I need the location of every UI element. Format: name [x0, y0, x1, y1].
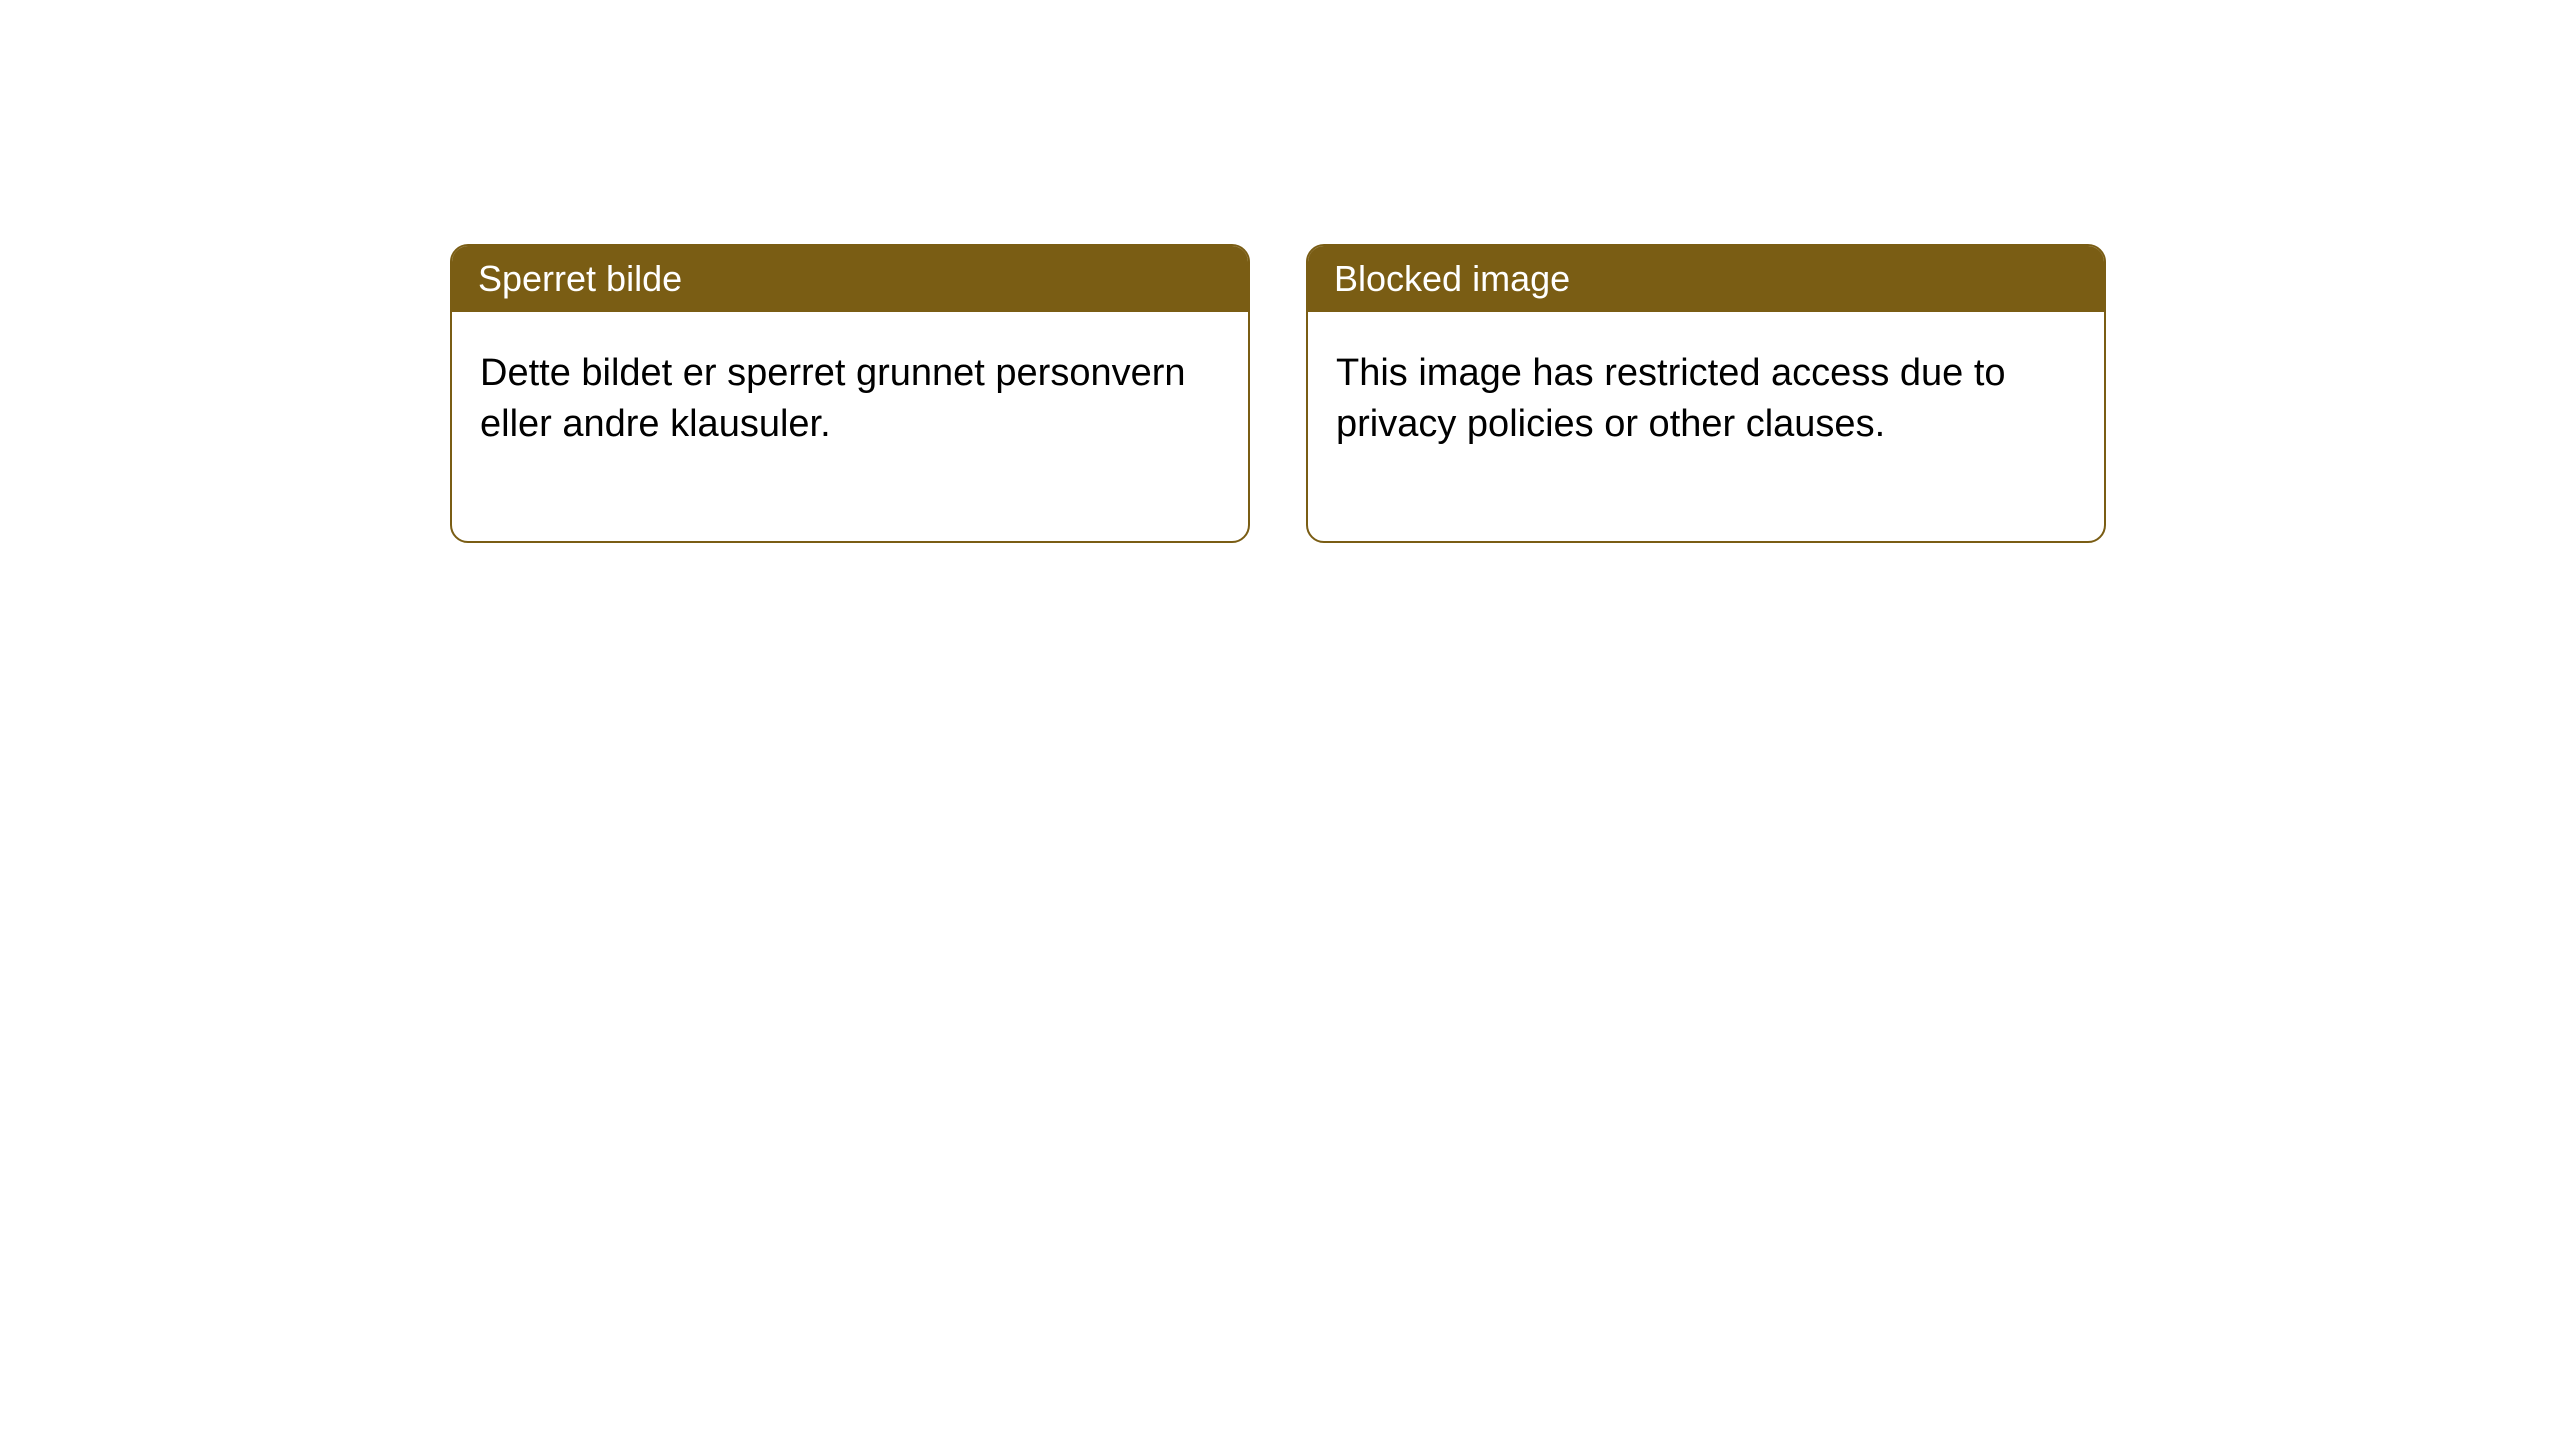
card-body: This image has restricted access due to …	[1308, 312, 2104, 541]
card-title: Sperret bilde	[478, 258, 682, 299]
card-title: Blocked image	[1334, 258, 1570, 299]
card-body: Dette bildet er sperret grunnet personve…	[452, 312, 1248, 541]
card-body-text: This image has restricted access due to …	[1336, 352, 2006, 445]
card-header: Sperret bilde	[452, 246, 1248, 312]
card-body-text: Dette bildet er sperret grunnet personve…	[480, 352, 1186, 445]
notice-card-norwegian: Sperret bilde Dette bildet er sperret gr…	[450, 244, 1250, 543]
notice-card-english: Blocked image This image has restricted …	[1306, 244, 2106, 543]
card-header: Blocked image	[1308, 246, 2104, 312]
notice-container: Sperret bilde Dette bildet er sperret gr…	[0, 0, 2560, 543]
